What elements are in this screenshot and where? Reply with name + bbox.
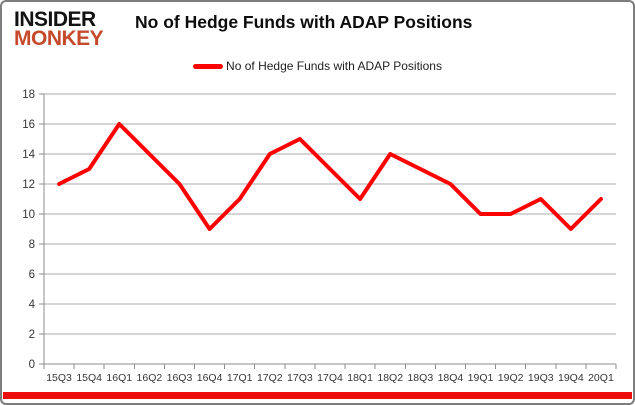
x-axis-label: 15Q3 — [46, 372, 72, 384]
x-axis-label: 18Q1 — [347, 372, 373, 384]
chart-title: No of Hedge Funds with ADAP Positions — [135, 12, 473, 32]
y-axis-label: 14 — [22, 149, 35, 161]
insider-monkey-logo: INSIDER MONKEY — [14, 8, 104, 50]
x-axis-label: 19Q2 — [498, 372, 524, 384]
x-axis-label: 15Q4 — [76, 372, 102, 384]
y-axis-label: 18 — [22, 89, 35, 101]
x-axis-label: 18Q4 — [438, 372, 464, 384]
y-axis-label: 2 — [29, 329, 35, 341]
x-axis-label: 16Q3 — [167, 372, 193, 384]
legend: No of Hedge Funds with ADAP Positions — [2, 59, 633, 73]
y-axis-label: 4 — [29, 299, 36, 311]
bottom-red-bar — [3, 392, 632, 399]
logo-text-insider: INSIDER — [14, 8, 96, 31]
legend-label: No of Hedge Funds with ADAP Positions — [226, 59, 442, 73]
x-axis-label: 18Q3 — [407, 372, 433, 384]
x-axis-label: 20Q1 — [588, 372, 614, 384]
y-axis-label: 10 — [22, 209, 35, 221]
y-axis-label: 8 — [29, 239, 35, 251]
x-axis-label: 17Q4 — [317, 372, 343, 384]
data-series-line — [57, 122, 603, 231]
x-axis-label: 17Q1 — [227, 372, 253, 384]
y-axis-label: 0 — [29, 359, 35, 371]
x-axis-label: 19Q3 — [528, 372, 554, 384]
x-axis-label: 18Q2 — [377, 372, 403, 384]
y-axis-label: 6 — [29, 269, 35, 281]
legend-line-swatch — [193, 63, 224, 69]
y-axis-label: 16 — [22, 119, 35, 131]
x-axis-label: 16Q4 — [197, 372, 223, 384]
x-axis-label: 19Q1 — [468, 372, 494, 384]
x-axis-label: 16Q2 — [137, 372, 163, 384]
x-axis-label: 17Q2 — [257, 372, 283, 384]
x-axis-label: 19Q4 — [558, 372, 584, 384]
y-axis-label: 12 — [22, 179, 35, 191]
x-axis-label: 16Q1 — [106, 372, 132, 384]
x-axis-label: 17Q3 — [287, 372, 313, 384]
logo-text-monkey: MONKEY — [14, 27, 104, 50]
